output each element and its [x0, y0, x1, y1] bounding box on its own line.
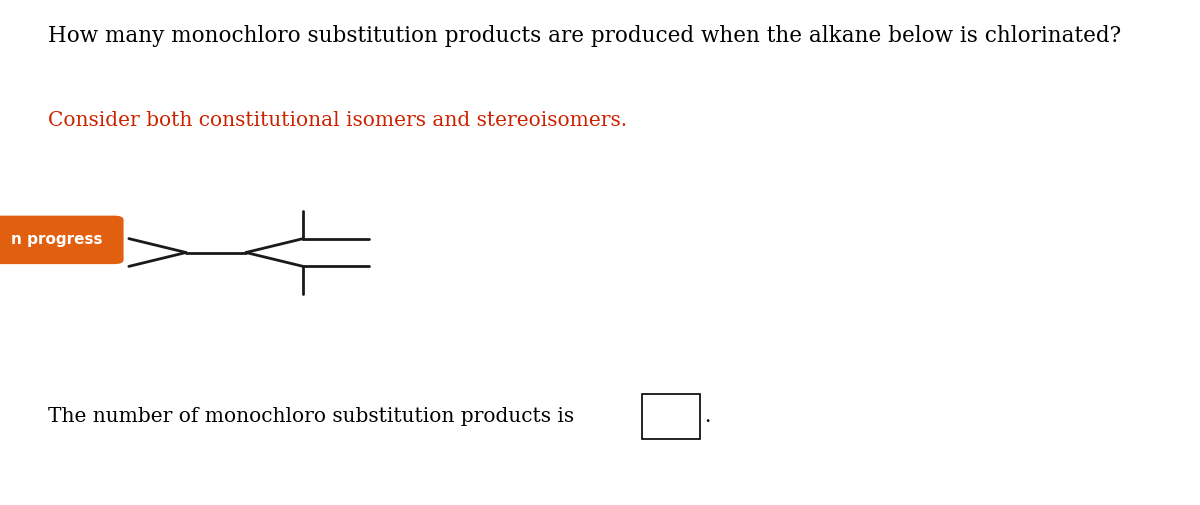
Text: How many monochloro substitution products are produced when the alkane below is : How many monochloro substitution product…: [48, 25, 1121, 47]
FancyBboxPatch shape: [0, 216, 124, 264]
Text: n progress: n progress: [11, 232, 103, 247]
Text: Consider both constitutional isomers and stereoisomers.: Consider both constitutional isomers and…: [48, 111, 628, 130]
FancyBboxPatch shape: [642, 394, 700, 439]
Text: .: .: [704, 407, 710, 426]
Text: The number of monochloro substitution products is: The number of monochloro substitution pr…: [48, 407, 574, 426]
